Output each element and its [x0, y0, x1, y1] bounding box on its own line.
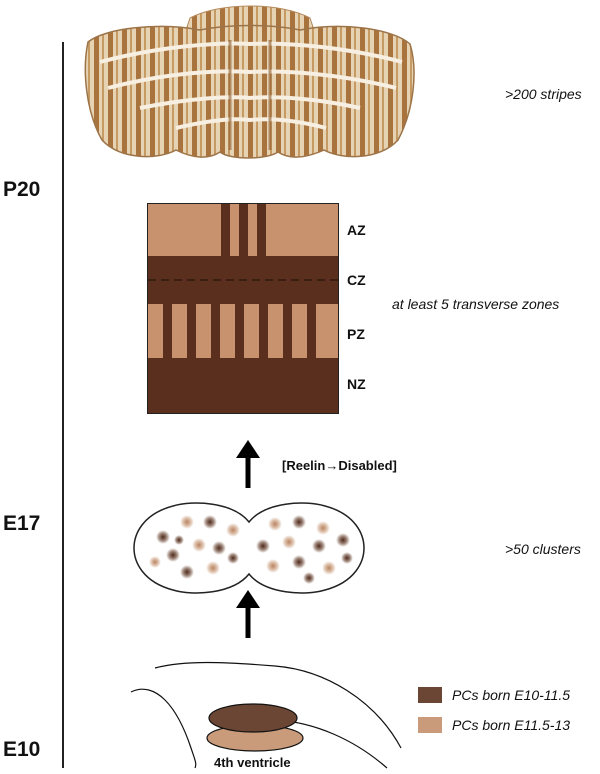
transverse-zones-diagram [147, 203, 339, 414]
zone-label-cz: CZ [347, 272, 366, 288]
early-born-pc-layer [208, 703, 298, 733]
arrow-up-upper [236, 440, 260, 488]
legend-label-late: PCs born E11.5-13 [452, 717, 571, 733]
zone-label-az: AZ [347, 222, 366, 238]
legend-item: PCs born E10-11.5 [418, 684, 570, 706]
legend-item: PCs born E11.5-13 [418, 714, 570, 736]
arrow-up-lower [236, 590, 260, 638]
fourth-ventricle-label: 4th ventricle [214, 755, 291, 770]
note-zones: at least 5 transverse zones [392, 296, 560, 312]
note-stripes: >200 stripes [505, 86, 582, 102]
e10-neuroepithelium-diagram [130, 661, 402, 769]
legend: PCs born E10-11.5 PCs born E11.5-13 [418, 684, 570, 736]
legend-label-early: PCs born E10-11.5 [452, 687, 571, 703]
timeline-axis [62, 42, 64, 768]
reelin-disabled-label: [Reelin→Disabled] [282, 458, 397, 473]
cerebellum-stripes-image [84, 5, 415, 159]
legend-swatch-early [418, 687, 442, 703]
zone-label-nz: NZ [347, 376, 366, 392]
stage-label-e10: E10 [3, 738, 41, 761]
note-clusters: >50 clusters [505, 541, 581, 557]
zone-label-pz: PZ [347, 326, 365, 342]
stage-label-e17: E17 [3, 512, 41, 535]
zone-nz-band [148, 358, 338, 413]
clusters-diagram [133, 502, 365, 594]
stage-label-p20: P20 [3, 178, 41, 201]
legend-swatch-late [418, 717, 442, 733]
